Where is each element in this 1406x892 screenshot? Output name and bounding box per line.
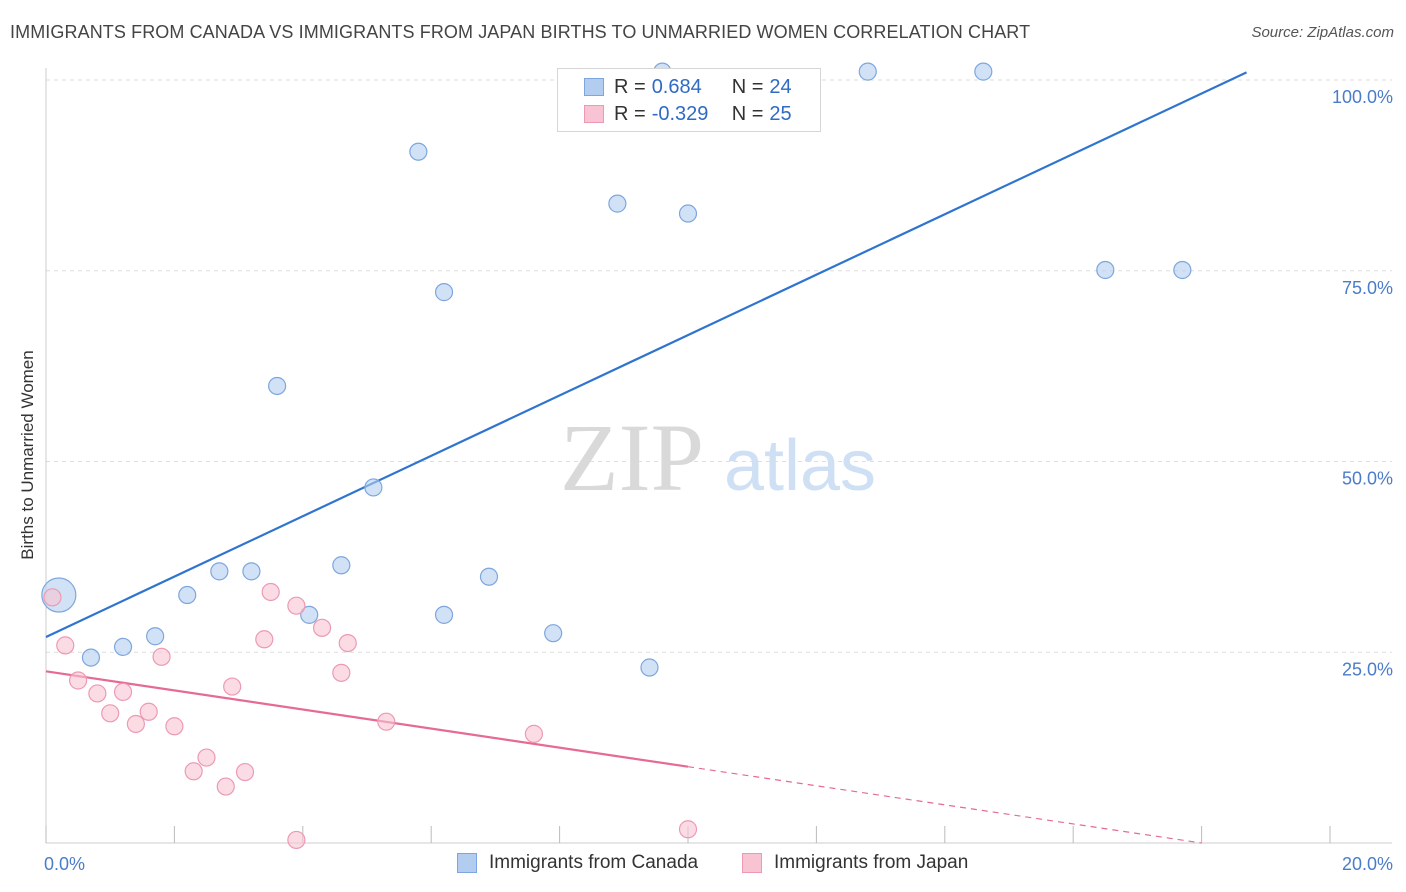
- canada-point: [1096, 260, 1115, 280]
- bottom-legend-canada: Immigrants from Canada: [457, 852, 698, 874]
- canada-point: [608, 194, 627, 213]
- legend-r-label: R =: [614, 75, 646, 98]
- canada-point: [544, 624, 563, 643]
- x-tick-label: 20.0%: [1342, 854, 1393, 874]
- japan-point: [287, 830, 306, 850]
- japan-point: [184, 762, 203, 781]
- canada-point: [640, 658, 659, 677]
- canada-point: [974, 62, 993, 81]
- japan-point: [68, 671, 88, 690]
- japan-point: [223, 677, 242, 696]
- watermark: ZIP atlas: [560, 404, 876, 511]
- canada-point: [1173, 260, 1192, 280]
- legend-row-japan: R = -0.329 N = 25: [558, 101, 792, 127]
- japan-point: [312, 618, 332, 637]
- legend-n-value: 25: [769, 102, 792, 125]
- legend-r-value: 0.684: [651, 75, 702, 98]
- legend-swatch-canada: [584, 78, 604, 96]
- canada-point: [434, 283, 454, 302]
- canada-point: [81, 648, 101, 667]
- data-points: [41, 62, 1192, 850]
- bottom-legend-label-japan: Immigrants from Japan: [774, 852, 969, 873]
- bottom-legend-swatch-japan: [742, 853, 762, 873]
- watermark-atlas: atlas: [724, 426, 876, 506]
- japan-point: [139, 702, 158, 721]
- legend-n-value: 24: [769, 75, 792, 98]
- legend-r-value: -0.329: [651, 102, 709, 125]
- japan-point: [101, 704, 120, 723]
- y-tick-label: 25.0%: [1342, 659, 1393, 679]
- legend-r-label: R =: [614, 102, 646, 125]
- japan-point: [56, 636, 75, 655]
- trend-line-extension: [687, 766, 1202, 844]
- japan-point: [287, 596, 306, 615]
- source-label: Source: ZipAtlas.com: [1251, 24, 1394, 41]
- canada-point: [300, 605, 319, 624]
- trend-line-japan: [45, 670, 689, 768]
- x-tick-labels: 0.0% 20.0%: [44, 854, 1393, 874]
- y-tick-labels: 25.0% 50.0% 75.0% 100.0%: [1332, 87, 1393, 679]
- canada-point: [678, 204, 698, 223]
- japan-point: [197, 748, 216, 767]
- legend-n-label: N =: [731, 75, 764, 98]
- watermark-zip: ZIP: [560, 404, 704, 511]
- japan-point: [678, 820, 698, 839]
- japan-point: [113, 682, 133, 702]
- japan-point: [332, 663, 351, 682]
- grid-lines: [46, 79, 1392, 653]
- bottom-legend-swatch-canada: [457, 853, 477, 873]
- chart-title: IMMIGRANTS FROM CANADA VS IMMIGRANTS FRO…: [10, 22, 1031, 42]
- y-tick-label: 50.0%: [1342, 469, 1393, 489]
- legend-n-label: N =: [731, 102, 764, 125]
- bottom-legend-japan: Immigrants from Japan: [742, 852, 968, 874]
- japan-point: [338, 633, 357, 653]
- legend-swatch-japan: [584, 105, 604, 123]
- axes: [45, 68, 1392, 844]
- trend-lines: [45, 71, 1248, 844]
- canada-point: [479, 567, 499, 586]
- canada-point: [434, 605, 454, 624]
- y-tick-label: 100.0%: [1332, 87, 1393, 107]
- canada-point: [332, 556, 351, 575]
- correlation-legend: R = 0.684 N = 24 R = -0.329 N = 25: [557, 68, 821, 132]
- japan-point: [255, 630, 274, 649]
- canada-point: [268, 376, 287, 396]
- japan-point: [152, 647, 171, 666]
- canada-point: [858, 62, 877, 81]
- japan-point: [88, 684, 107, 703]
- canada-point: [113, 637, 133, 657]
- bottom-legend-label-canada: Immigrants from Canada: [489, 852, 699, 873]
- x-tick-label: 0.0%: [44, 854, 85, 874]
- japan-point: [126, 714, 145, 734]
- canada-point: [178, 585, 197, 605]
- japan-point: [524, 724, 544, 743]
- canada-point: [210, 562, 229, 581]
- japan-point: [216, 777, 235, 796]
- trend-line-canada: [45, 71, 1248, 638]
- y-axis-label: Births to Unmarried Women: [18, 350, 37, 559]
- japan-point: [235, 762, 255, 782]
- y-tick-label: 75.0%: [1342, 278, 1393, 298]
- japan-point: [165, 717, 184, 736]
- japan-point: [43, 588, 62, 607]
- japan-point: [261, 582, 280, 602]
- canada-point: [409, 142, 428, 161]
- canada-point: [364, 478, 383, 497]
- canada-point: [146, 627, 165, 646]
- canada-point: [242, 562, 261, 581]
- japan-point: [377, 712, 396, 731]
- legend-row-canada: R = 0.684 N = 24: [558, 74, 792, 100]
